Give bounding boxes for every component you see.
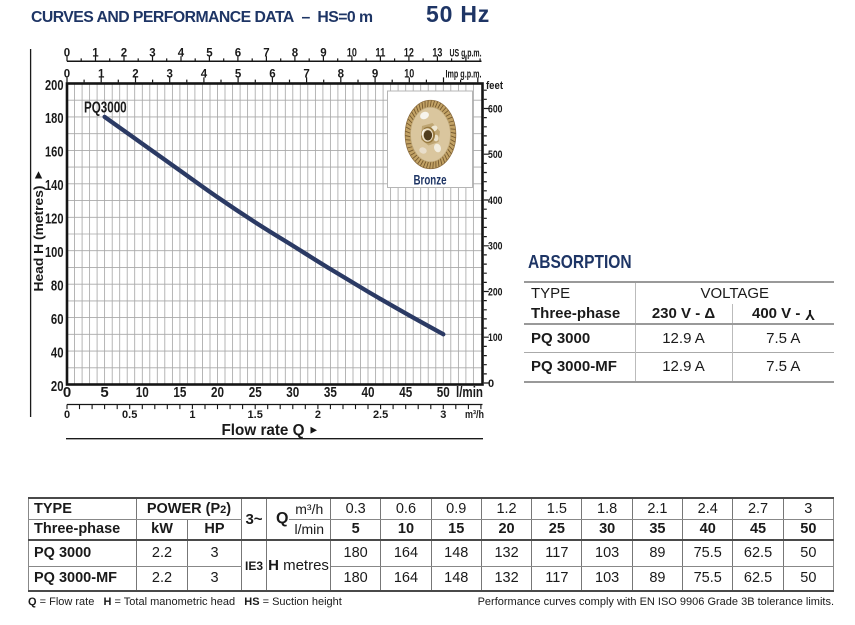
svg-text:5: 5: [206, 47, 213, 59]
svg-text:35: 35: [324, 384, 337, 401]
svg-text:0.5: 0.5: [122, 409, 137, 421]
svg-text:60: 60: [51, 312, 64, 328]
svg-text:PQ3000: PQ3000: [84, 99, 127, 116]
svg-text:5: 5: [100, 384, 108, 401]
svg-text:13: 13: [432, 47, 442, 59]
svg-text:10: 10: [136, 384, 149, 401]
svg-text:160: 160: [45, 145, 64, 161]
svg-text:l/min: l/min: [456, 384, 483, 401]
svg-text:50: 50: [437, 384, 450, 401]
svg-text:feet: feet: [486, 80, 503, 92]
svg-text:11: 11: [375, 47, 385, 59]
svg-text:10: 10: [347, 47, 357, 59]
svg-text:120: 120: [45, 212, 64, 228]
svg-text:1.5: 1.5: [248, 409, 263, 421]
svg-text:2.5: 2.5: [373, 409, 388, 421]
svg-text:1: 1: [92, 47, 99, 59]
svg-text:140: 140: [45, 178, 64, 194]
svg-text:6: 6: [235, 47, 241, 59]
svg-text:20: 20: [51, 379, 64, 395]
svg-text:40: 40: [51, 345, 64, 361]
svg-text:7: 7: [263, 47, 269, 59]
svg-text:3: 3: [440, 409, 446, 421]
svg-text:0: 0: [64, 69, 70, 81]
svg-text:0: 0: [63, 384, 71, 401]
svg-text:0: 0: [488, 378, 494, 390]
svg-text:Head H (metres): Head H (metres): [31, 186, 46, 292]
svg-text:500: 500: [488, 149, 503, 161]
svg-text:100: 100: [45, 245, 64, 261]
svg-text:25: 25: [249, 384, 262, 401]
svg-text:Imp g.p.m.: Imp g.p.m.: [446, 69, 482, 81]
svg-text:3: 3: [149, 47, 155, 59]
svg-text:10: 10: [404, 69, 414, 81]
svg-text:5: 5: [235, 69, 242, 81]
svg-text:200: 200: [45, 78, 64, 94]
svg-text:3: 3: [166, 69, 172, 81]
svg-text:4: 4: [178, 47, 185, 59]
svg-text:m³/h: m³/h: [465, 409, 484, 421]
svg-text:0: 0: [64, 409, 70, 421]
svg-text:80: 80: [51, 279, 64, 295]
svg-text:15: 15: [173, 384, 186, 401]
svg-text:2: 2: [132, 69, 138, 81]
svg-text:Flow rate Q: Flow rate Q: [222, 422, 305, 439]
svg-text:6: 6: [269, 69, 275, 81]
svg-text:40: 40: [362, 384, 375, 401]
svg-text:30: 30: [286, 384, 299, 401]
svg-text:300: 300: [488, 241, 503, 253]
svg-text:0: 0: [64, 47, 70, 59]
svg-text:4: 4: [201, 69, 208, 81]
svg-text:180: 180: [45, 111, 64, 127]
svg-text:2: 2: [315, 409, 321, 421]
svg-text:100: 100: [488, 332, 503, 344]
svg-text:12: 12: [404, 47, 414, 59]
svg-text:400: 400: [488, 195, 503, 207]
svg-text:Bronze: Bronze: [414, 173, 447, 189]
svg-text:1: 1: [98, 69, 105, 81]
svg-text:9: 9: [372, 69, 378, 81]
svg-text:US g.p.m.: US g.p.m.: [450, 47, 482, 59]
svg-text:9: 9: [320, 47, 326, 59]
svg-text:2: 2: [121, 47, 127, 59]
svg-text:200: 200: [488, 286, 503, 298]
svg-text:45: 45: [399, 384, 412, 401]
svg-text:1: 1: [189, 409, 195, 421]
svg-text:20: 20: [211, 384, 224, 401]
svg-text:7: 7: [303, 69, 309, 81]
svg-text:8: 8: [292, 47, 299, 59]
svg-text:8: 8: [338, 69, 345, 81]
svg-text:600: 600: [488, 103, 503, 115]
